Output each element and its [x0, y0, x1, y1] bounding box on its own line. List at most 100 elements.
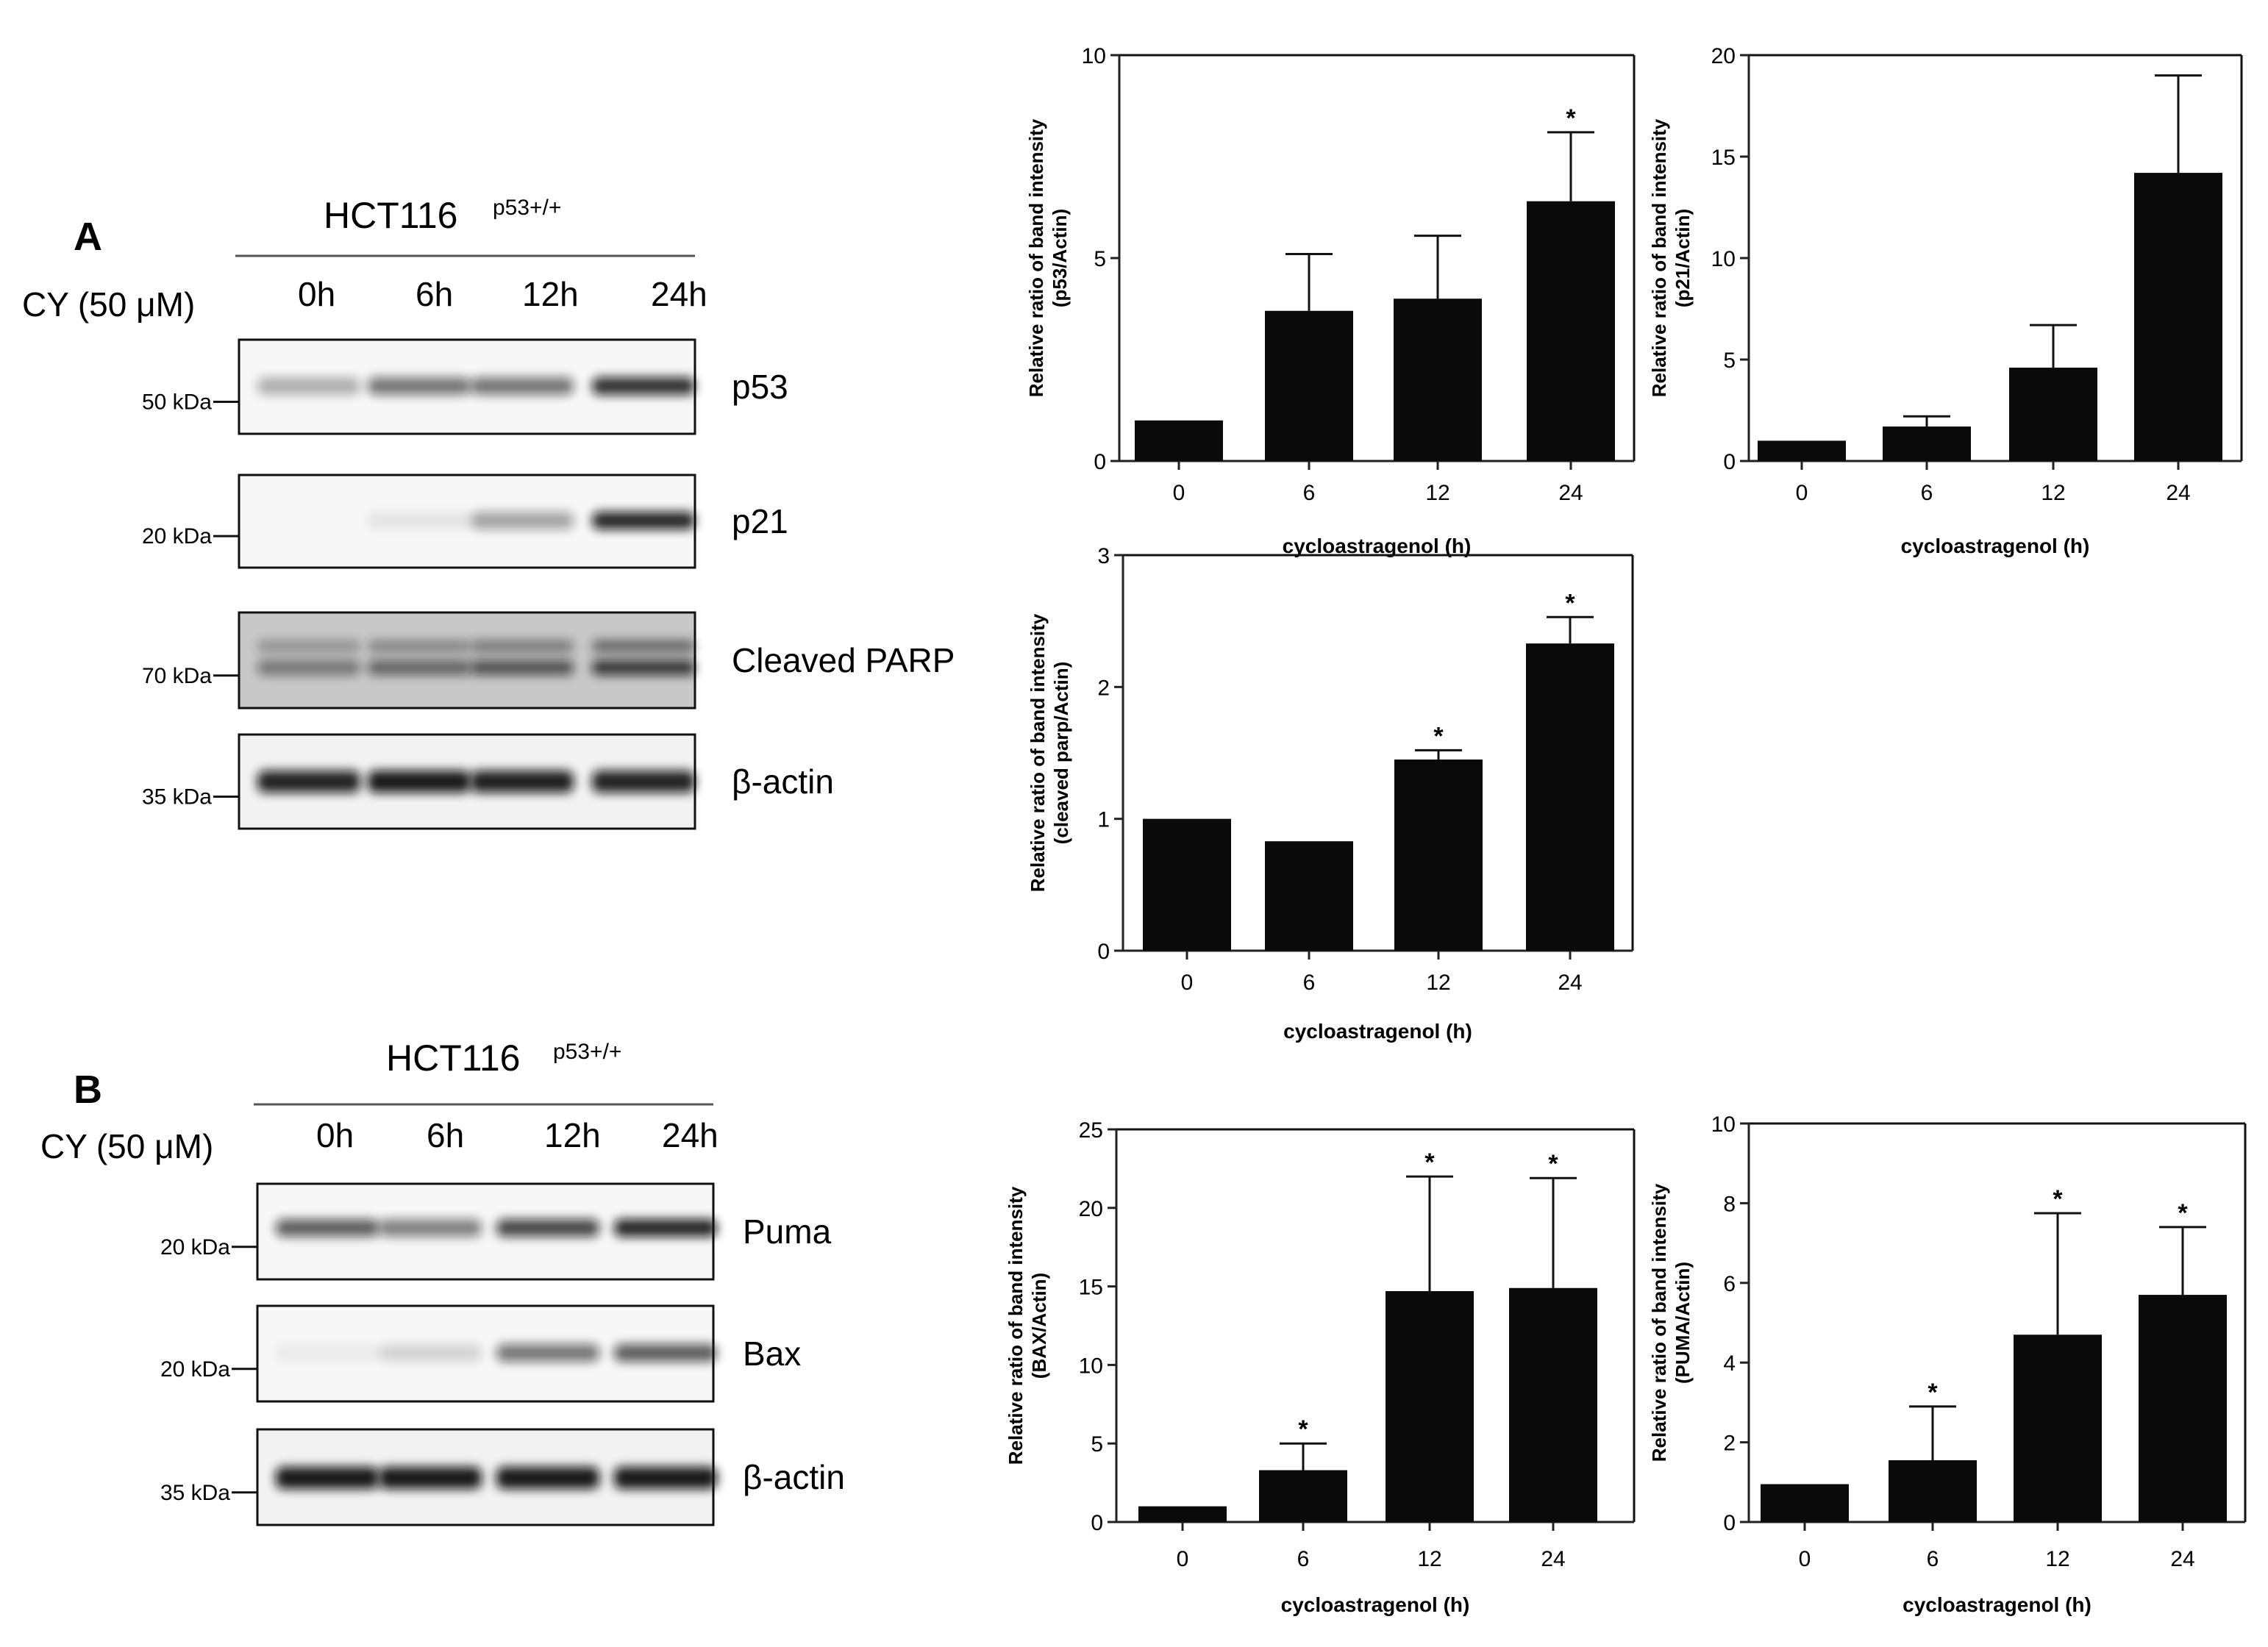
y-tick-label: 20	[1711, 44, 1736, 68]
x-tick-label: 6	[1927, 1547, 1939, 1571]
protein-band	[471, 640, 574, 653]
x-tick-label: 24	[2166, 481, 2190, 505]
significance-marker: *	[1424, 1148, 1435, 1176]
y-axis-label-line-2: (p21/Actin)	[1672, 209, 1694, 307]
protein-label: p53	[732, 368, 788, 406]
lane-label: 12h	[544, 1116, 601, 1154]
protein-band	[379, 1219, 482, 1237]
x-tick-label: 12	[2041, 481, 2065, 505]
bar	[1265, 310, 1353, 461]
bar	[1386, 1291, 1474, 1522]
significance-marker: *	[1548, 1150, 1558, 1178]
y-axis-label-line-2: (BAX/Actin)	[1028, 1273, 1050, 1379]
protein-label: p21	[732, 502, 788, 540]
protein-band	[368, 377, 471, 395]
significance-marker: *	[2178, 1199, 2188, 1227]
bar	[1761, 1484, 1849, 1522]
y-axis-label-line-2: (cleaved parp/Actin)	[1050, 662, 1072, 845]
y-tick-label: 15	[1711, 146, 1736, 170]
y-tick-label: 0	[1723, 1511, 1736, 1535]
x-tick-label: 6	[1297, 1547, 1310, 1571]
bar-chart-4: 0 5 10 15 20 25 Relative ratio of band intensi…	[1005, 1118, 1636, 1616]
protein-band	[257, 640, 360, 653]
bar	[2134, 173, 2222, 461]
protein-label: β-actin	[732, 762, 834, 801]
y-axis-label-line-2: (p53/Actin)	[1049, 209, 1071, 307]
x-tick-label: 0	[1799, 1547, 1811, 1571]
y-axis-label: Relative ratio of band intensity(p53/Act…	[1025, 118, 1071, 397]
y-tick-label: 10	[1082, 44, 1106, 68]
y-tick-label: 0	[1097, 940, 1110, 964]
lane-label: 6h	[416, 275, 453, 313]
protein-label: β-actin	[743, 1458, 845, 1496]
y-tick-label: 10	[1711, 1112, 1736, 1137]
bar	[1526, 643, 1614, 951]
x-axis-label: cycloastragenol (h)	[1281, 1593, 1470, 1616]
lane-label: 12h	[522, 275, 579, 313]
y-axis-label: Relative ratio of band intensity(cleaved…	[1027, 613, 1072, 892]
bar	[2014, 1335, 2102, 1522]
protein-label: Puma	[743, 1212, 832, 1251]
x-tick-label: 12	[2045, 1547, 2069, 1571]
bar	[1758, 440, 1846, 461]
y-tick-label: 0	[1094, 450, 1106, 474]
protein-band	[257, 377, 360, 395]
bar	[1527, 201, 1615, 461]
bar-chart-2: 0 5 10 15 20 Relative ratio of band intensity…	[1648, 44, 2243, 557]
protein-band	[471, 377, 574, 395]
y-axis-label: Relative ratio of band intensity(BAX/Act…	[1005, 1186, 1050, 1465]
treatment-label: CY (50 μM)	[40, 1127, 213, 1165]
y-axis-label-line-1: Relative ratio of band intensity	[1025, 118, 1047, 397]
significance-marker: *	[1566, 104, 1576, 132]
protein-label: Bax	[743, 1335, 801, 1373]
protein-band	[592, 771, 695, 793]
x-tick-label: 12	[1417, 1547, 1441, 1571]
lane-label: 6h	[427, 1116, 464, 1154]
bar	[1394, 299, 1482, 461]
y-tick-label: 10	[1079, 1354, 1103, 1378]
y-tick-label: 3	[1097, 544, 1110, 568]
protein-band	[471, 771, 574, 793]
protein-band	[276, 1467, 379, 1489]
x-tick-label: 0	[1181, 971, 1194, 995]
protein-band	[368, 640, 471, 653]
y-tick-label: 4	[1723, 1351, 1736, 1376]
protein-band	[496, 1219, 599, 1237]
bar	[1889, 1460, 1977, 1522]
cell-line-genotype: p53+/+	[493, 196, 561, 220]
lane-label: 0h	[298, 275, 335, 313]
y-tick-label: 5	[1723, 349, 1736, 373]
kda-marker-label: 20 kDa	[142, 524, 212, 549]
cell-line-title: HCT116	[324, 195, 457, 236]
significance-marker: *	[1928, 1379, 1938, 1407]
y-axis-label-line-1: Relative ratio of band intensity	[1005, 1186, 1027, 1465]
bar	[1509, 1287, 1597, 1522]
blot--actin: 35 kDa β-actin	[160, 1428, 845, 1526]
y-axis-label-line-1: Relative ratio of band intensity	[1648, 118, 1670, 397]
y-tick-label: 2	[1097, 676, 1110, 700]
y-axis-label: Relative ratio of band intensity(PUMA/Ac…	[1648, 1183, 1694, 1462]
protein-band	[276, 1219, 379, 1237]
panel-letter: B	[74, 1068, 102, 1112]
blot-panel-a: A HCT116 p53+/+ CY (50 μM) 0h 6h 12h 24h 50 kDa p…	[22, 195, 955, 830]
x-tick-label: 0	[1796, 481, 1808, 505]
protein-band	[257, 771, 360, 793]
x-tick-label: 0	[1177, 1547, 1189, 1571]
blot-cleaved-parp: 70 kDa Cleaved PARP	[142, 611, 955, 710]
protein-band	[592, 512, 695, 529]
kda-marker-label: 35 kDa	[142, 785, 212, 809]
lane-label: 24h	[651, 275, 707, 313]
cell-line-genotype: p53+/+	[553, 1040, 621, 1064]
cell-line-title: HCT116	[386, 1037, 520, 1079]
protein-band	[496, 1467, 599, 1489]
blot-bax: 20 kDa Bax	[160, 1304, 801, 1403]
x-axis-label: cycloastragenol (h)	[1901, 535, 2090, 557]
y-tick-label: 15	[1079, 1276, 1103, 1300]
x-tick-label: 12	[1426, 971, 1450, 995]
x-tick-label: 12	[1425, 481, 1449, 505]
x-axis-label: cycloastragenol (h)	[1283, 535, 1472, 557]
y-tick-label: 5	[1094, 247, 1106, 271]
blot--actin: 35 kDa β-actin	[142, 733, 834, 830]
